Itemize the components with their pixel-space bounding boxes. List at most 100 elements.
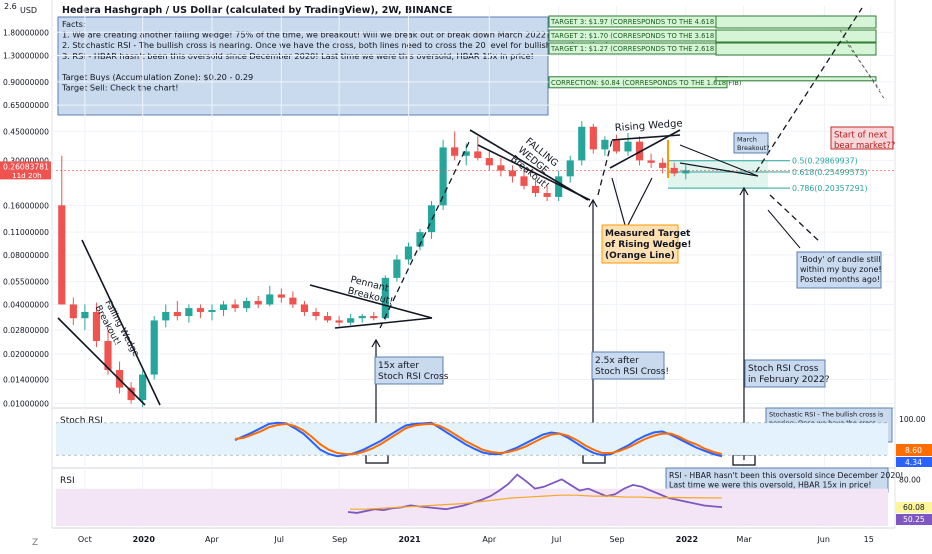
arrow-25x-head bbox=[588, 198, 598, 208]
candle-body bbox=[439, 147, 447, 206]
price-tick-label: 0.08000000 bbox=[3, 251, 49, 260]
facts-note-box bbox=[57, 16, 549, 116]
price-tick-label: 0.16000000 bbox=[3, 201, 49, 210]
note-stoch-feb-text: in February 2022? bbox=[748, 375, 830, 385]
candle-body bbox=[404, 246, 413, 260]
candle-body bbox=[601, 139, 609, 150]
candle-body bbox=[323, 316, 332, 321]
candle-body bbox=[69, 304, 77, 319]
target-zone bbox=[715, 76, 877, 82]
candle-body bbox=[393, 259, 401, 278]
rsi-value-tag bbox=[896, 514, 932, 525]
stoch-title: Stoch RSI bbox=[60, 416, 103, 426]
candle-body bbox=[635, 141, 644, 161]
candle-body bbox=[427, 205, 436, 233]
facts-line: Facts: bbox=[62, 19, 86, 29]
falling-wedge-line bbox=[679, 162, 759, 177]
price-tick-label: 0.01400000 bbox=[3, 375, 49, 384]
target-zone bbox=[715, 42, 877, 56]
candle-body bbox=[566, 160, 574, 177]
price-tick-label: 0.04000000 bbox=[3, 300, 49, 309]
note-15x-text: Stoch RSI Cross bbox=[378, 372, 449, 382]
time-axis[interactable]: Oct 2020 Apr Jul Sep 2021 Apr Jul Sep 2022 Mar Jun 1… bbox=[78, 535, 874, 544]
breakdown-projection bbox=[769, 194, 821, 243]
falling-wedge-line bbox=[81, 239, 161, 406]
arrow-15x-head bbox=[371, 338, 381, 348]
rsi-ma-value: 60.08 bbox=[903, 503, 925, 512]
candle-body bbox=[139, 374, 147, 401]
target-label: TARGET 3: $1.97 (CORRESPONDS TO THE 4.61… bbox=[550, 18, 730, 26]
price-tick-label: 0.02800000 bbox=[3, 326, 49, 335]
time-tick-label: 2021 bbox=[398, 535, 421, 544]
price-axis[interactable]: 1.80000000 1.30000000 0.90000000 0.65000000… bbox=[3, 28, 49, 408]
time-tick-label: 2022 bbox=[676, 535, 698, 544]
time-tick-label: 2020 bbox=[133, 535, 156, 544]
candle-body bbox=[682, 170, 690, 174]
target-boxes: TARGET 3: $1.97 (CORRESPONDS TO THE 4.61… bbox=[548, 15, 877, 89]
candle-body bbox=[266, 294, 274, 305]
fib-zone: 0.5(0.29869937) 0.618(0.25499573) 0.786(0.… bbox=[668, 157, 868, 193]
note-stoch-feb-box bbox=[744, 359, 826, 388]
candle-body bbox=[474, 151, 482, 159]
candle-body bbox=[173, 311, 181, 317]
time-tick-label: Sep bbox=[609, 535, 624, 544]
candle-body bbox=[358, 316, 366, 319]
log-scale-icon[interactable]: Z bbox=[32, 538, 38, 548]
rsi-ma-value-tag bbox=[896, 502, 932, 513]
target-zone bbox=[715, 29, 877, 43]
price-tick-label: 0.01000000 bbox=[3, 400, 49, 409]
note-stoch-box-text: Stochastic RSI - The bullish cross is bbox=[769, 411, 884, 419]
candle-body bbox=[254, 300, 262, 305]
rsi-pane[interactable]: RSI 80.00 60.08 50.25 bbox=[56, 473, 932, 526]
rsi-tick-label: 80.00 bbox=[899, 475, 921, 484]
falling-wedge-line bbox=[679, 144, 759, 177]
note-measured-text: Measured Target bbox=[605, 229, 691, 239]
fib-level-label: 0.5(0.29869937) bbox=[792, 157, 858, 166]
facts-note[interactable]: Facts: 1. We are creating another falling… bbox=[57, 16, 608, 116]
candle-body bbox=[659, 162, 667, 168]
fib-level-label: 0.618(0.25499573) bbox=[792, 168, 868, 177]
candle-body bbox=[624, 141, 632, 152]
candle-body bbox=[150, 320, 158, 375]
facts-line: Target Sell: Check the chart! bbox=[61, 83, 178, 93]
rising-wedge-label: Rising Wedge bbox=[614, 118, 682, 134]
candle-body bbox=[335, 320, 343, 323]
pennant-line bbox=[309, 284, 433, 319]
price-tick-label: 0.65000000 bbox=[3, 101, 49, 110]
time-tick-label: Jul bbox=[273, 535, 284, 544]
measured-arrow bbox=[627, 177, 653, 226]
price-tick-label: 0.11000000 bbox=[3, 228, 49, 237]
note-body-text: Posted months ago! bbox=[800, 275, 880, 284]
note-15x-box bbox=[374, 356, 444, 385]
time-tick-label: 15 bbox=[864, 535, 874, 544]
currency-label: USD bbox=[20, 6, 37, 15]
price-tick-label: 0.30000000 bbox=[3, 156, 49, 165]
current-price-tag bbox=[0, 161, 51, 180]
note-25x-text: 2.5x after bbox=[595, 356, 639, 366]
candle-body bbox=[485, 158, 493, 166]
candle-body bbox=[497, 165, 505, 171]
stoch-rsi-pane[interactable]: Stoch RSI 100.00 8.60 4.34 bbox=[56, 415, 932, 467]
note-measured-text: of Rising Wedge! bbox=[605, 240, 691, 250]
stoch-series-line bbox=[234, 421, 723, 458]
price-tick-label: 0.02000000 bbox=[3, 350, 49, 359]
note-bear-text: bear market?? bbox=[834, 141, 895, 151]
candle-body bbox=[208, 310, 216, 312]
candle-body bbox=[370, 316, 378, 319]
note-15x-text: 15x after bbox=[378, 361, 419, 371]
note-stoch-feb-text: Stoch RSI Cross bbox=[748, 364, 819, 374]
facts-line: 1. We are creating another falling wedge… bbox=[62, 30, 554, 40]
price-axis-top-label: 2.6 bbox=[4, 2, 17, 11]
note-25x-text: Stoch RSI Cross! bbox=[595, 367, 669, 377]
falling-wedge-line bbox=[469, 129, 589, 201]
rsi-value: 50.25 bbox=[903, 515, 925, 524]
target-label: CORRECTION: $0.84 (CORRESPONDS TO THE 1.… bbox=[551, 79, 742, 87]
candle-body bbox=[347, 318, 355, 323]
time-tick-label: Apr bbox=[482, 535, 497, 544]
note-march-box bbox=[733, 132, 769, 154]
bear-projection bbox=[839, 29, 886, 101]
candle-body bbox=[578, 126, 586, 161]
time-tick-label: Oct bbox=[78, 535, 92, 544]
